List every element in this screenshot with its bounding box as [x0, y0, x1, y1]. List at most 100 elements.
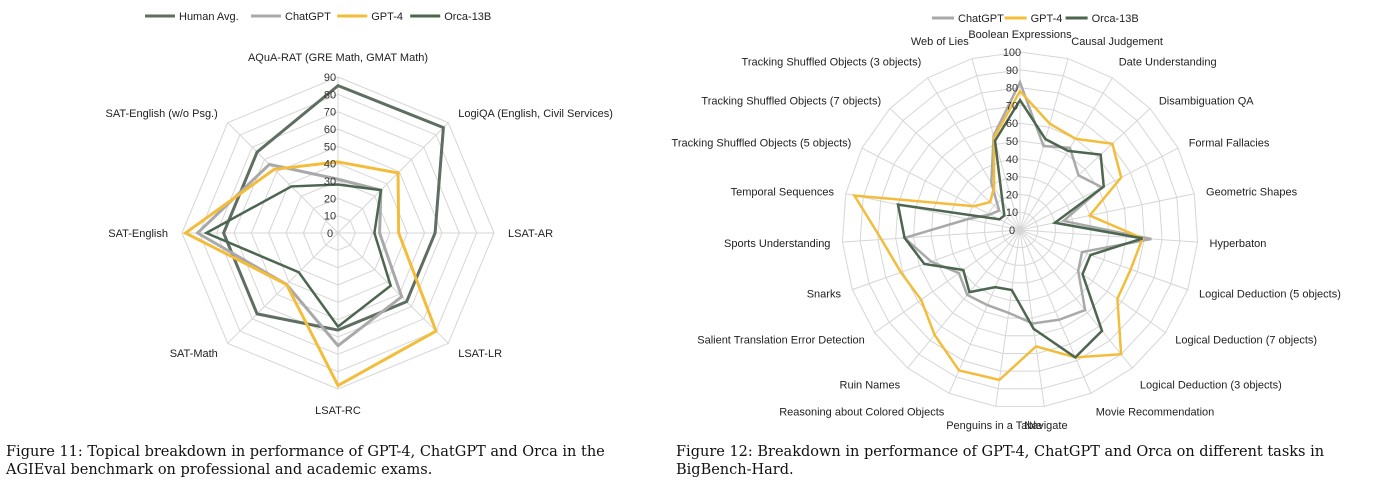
grid-ring-70	[895, 104, 1145, 354]
tick-label: 0	[1009, 225, 1015, 237]
spoke	[907, 229, 1021, 369]
series-chatgpt	[902, 79, 1152, 325]
legend-label-gpt-4: GPT-4	[371, 11, 403, 23]
category-label: Salient Translation Error Detection	[697, 335, 865, 347]
category-label: Disambiguation QA	[1159, 95, 1254, 107]
tick-label: 80	[324, 89, 336, 101]
legend-label-human-avg: Human Avg.	[179, 11, 239, 23]
category-label: Logical Deduction (7 objects)	[1175, 335, 1317, 347]
tick-label: 50	[1006, 136, 1018, 148]
bigbench-grid	[841, 51, 1199, 407]
grid-ring-30	[966, 176, 1074, 284]
tick-label: 70	[1006, 100, 1018, 112]
category-label: Geometric Shapes	[1206, 186, 1298, 198]
category-label: LSAT-LR	[458, 348, 502, 360]
series-chatgpt	[195, 162, 404, 348]
grid-ring-80	[877, 87, 1163, 372]
grid-ring-10	[1001, 211, 1039, 249]
tick-label: 40	[324, 159, 336, 171]
tick-label: 10	[324, 211, 336, 223]
category-label: Reasoning about Colored Objects	[779, 406, 945, 418]
tick-label: 100	[1003, 47, 1021, 59]
tick-label: 10	[1006, 207, 1018, 219]
spoke	[1019, 193, 1195, 231]
tick-label: 80	[1006, 83, 1018, 95]
category-label: Tracking Shuffled Objects (3 objects)	[742, 57, 922, 69]
bigbench-series	[852, 79, 1152, 382]
category-label: LSAT-AR	[508, 228, 553, 240]
spoke	[1019, 229, 1166, 334]
bigbench-tick-labels: 0 10 20 30 40 50 60 70 80 90 100	[1003, 47, 1021, 237]
tick-label: 60	[1006, 118, 1018, 130]
tick-label: 30	[324, 176, 336, 188]
agieval-radar-chart: 0 10 20 30 40 50 60 70 80 90 AQuA-RAT (GRE Math, …	[106, 11, 613, 417]
category-label: SAT-English (w/o Psg.)	[106, 108, 218, 120]
series-gpt-4	[852, 89, 1145, 382]
figure-12-caption: Figure 12: Breakdown in performance of G…	[676, 444, 1325, 478]
series-human-avg	[221, 83, 445, 332]
spoke	[337, 232, 449, 344]
legend-label-gpt-4: GPT-4	[1031, 13, 1063, 25]
category-label: Tracking Shuffled Objects (5 objects)	[672, 138, 852, 150]
agieval-series	[182, 83, 445, 388]
category-label: Snarks	[807, 289, 842, 301]
spoke	[337, 122, 449, 234]
series-gpt-4	[182, 160, 438, 388]
category-label: Temporal Sequences	[731, 186, 835, 198]
grid-ring-60	[912, 122, 1128, 337]
category-label: Boolean Expressions	[968, 29, 1072, 41]
grid-ring-20	[983, 193, 1057, 266]
grid-ring-40	[948, 158, 1092, 302]
series-orca-13b	[896, 97, 1143, 359]
spoke	[948, 229, 1021, 394]
spoke	[927, 77, 1021, 231]
legend-label-chatgpt: ChatGPT	[958, 13, 1004, 25]
grid-ring-90	[859, 69, 1181, 390]
agieval-legend: Human Avg. ChatGPT GPT-4 Orca-13B	[145, 11, 491, 23]
spoke	[1019, 77, 1113, 231]
category-label: LogiQA (English, Civil Services)	[458, 108, 613, 120]
grid-ring-100	[841, 51, 1199, 407]
bigbench-legend: ChatGPT GPT-4 Orca-13B	[932, 13, 1139, 25]
spoke	[842, 229, 1021, 243]
category-label: Date Understanding	[1119, 57, 1217, 69]
spoke	[1019, 108, 1151, 231]
category-label: AQuA-RAT (GRE Math, GMAT Math)	[248, 52, 428, 64]
agieval-tick-labels: 0 10 20 30 40 50 60 70 80 90	[324, 72, 336, 240]
category-label: Causal Judgement	[1071, 36, 1163, 48]
spoke	[227, 122, 339, 234]
category-label: Ruin Names	[840, 379, 901, 391]
spoke	[1019, 229, 1045, 407]
category-label: Tracking Shuffled Objects (7 objects)	[701, 95, 881, 107]
agieval-grid	[181, 76, 495, 390]
category-label: SAT-Math	[170, 348, 218, 360]
legend-label-orca-13b: Orca-13B	[1092, 13, 1139, 25]
spoke	[874, 229, 1021, 334]
category-label: Formal Fallacies	[1189, 138, 1270, 150]
tick-label: 20	[1006, 189, 1018, 201]
spoke	[1019, 229, 1092, 394]
figure-11-caption: Figure 11: Topical breakdown in performa…	[6, 444, 605, 478]
bigbench-radar-chart: 0 10 20 30 40 50 60 70 80 90 100 Boolean Expressio…	[672, 13, 1341, 432]
tick-label: 0	[327, 228, 333, 240]
legend-label-chatgpt: ChatGPT	[285, 11, 331, 23]
category-label: Penguins in a Table	[946, 420, 1042, 432]
category-label: LSAT-RC	[315, 405, 361, 417]
spoke	[1019, 229, 1188, 291]
tick-label: 20	[324, 193, 336, 205]
category-label: SAT-English	[108, 228, 168, 240]
spoke	[1019, 229, 1133, 369]
spoke	[227, 232, 339, 344]
category-label: Logical Deduction (3 objects)	[1140, 379, 1282, 391]
agieval-category-labels: AQuA-RAT (GRE Math, GMAT Math) LogiQA (En…	[106, 52, 613, 417]
tick-label: 50	[324, 141, 336, 153]
category-label: Logical Deduction (5 objects)	[1199, 289, 1341, 301]
tick-label: 90	[324, 72, 336, 84]
tick-label: 70	[324, 107, 336, 119]
category-label: Web of Lies	[911, 36, 969, 48]
category-label: Navigate	[1024, 420, 1067, 432]
spoke	[1019, 229, 1198, 243]
series-orca-13b	[203, 183, 393, 329]
